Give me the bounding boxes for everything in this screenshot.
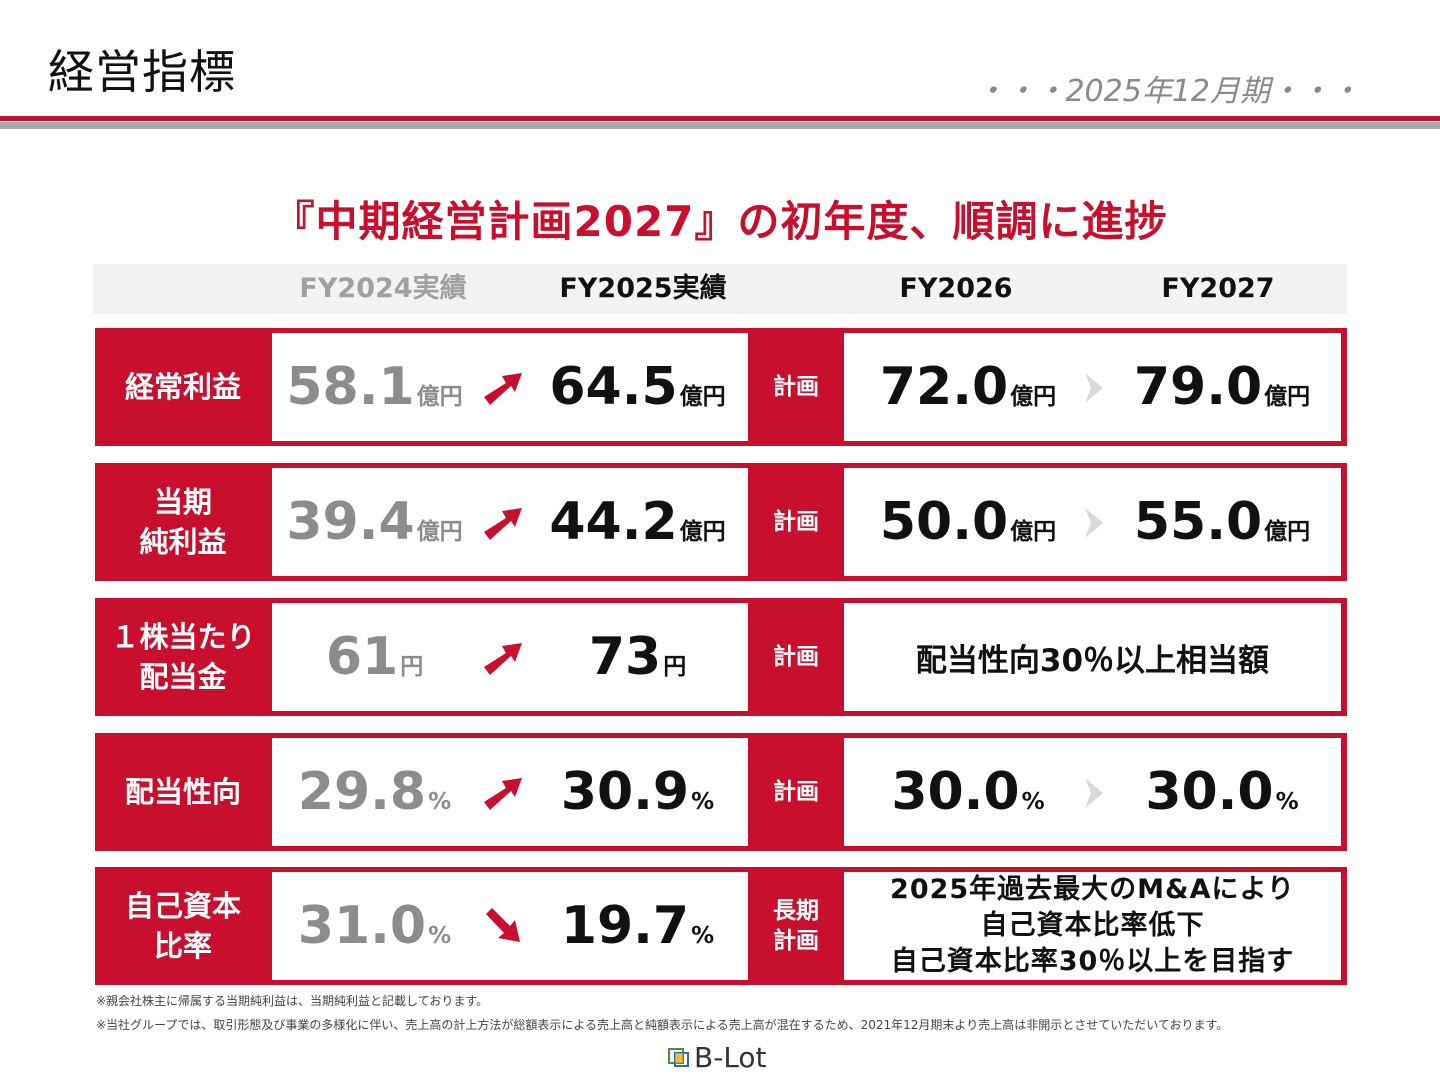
plan-cell: 50.0億円 55.0億円: [844, 468, 1341, 576]
plan-kind-label: 計画: [773, 779, 819, 805]
column-header-fy2026: FY2026: [899, 273, 1013, 304]
header-rule-red: [0, 116, 1440, 121]
plan-text: 2025年過去最大のM&Aにより 自己資本比率低下自己資本比率30％以上を目指す: [844, 872, 1341, 980]
plan-cell: 30.0% 30.0%: [844, 738, 1341, 846]
arrow-up-right-icon: [480, 502, 524, 542]
arrow-up-right-icon: [480, 637, 524, 677]
actual-cell: 58.1億円 64.5億円: [272, 333, 748, 441]
chevron-right-icon: [1083, 506, 1105, 540]
plan-text: 配当性向30％以上相当額: [915, 642, 1270, 679]
kpi-row: 経常利益 58.1億円 64.5億円 計画 72.0億円 79.0億円: [95, 328, 1347, 446]
logo-mark-icon: [668, 1048, 689, 1067]
column-header-band: FY2024実績 FY2025実績 FY2026 FY2027: [93, 264, 1347, 314]
company-logo: B-Lot: [668, 1040, 767, 1074]
kpi-row: 自己資本 比率 31.0% 19.7% 長期 計画 2025年過去最大のM&Aにより 自己…: [95, 867, 1347, 985]
fy2026-value: 72.0億円: [879, 357, 1057, 417]
header-rule-gray: [0, 122, 1440, 129]
actual-cell: 39.4億円 44.2億円: [272, 468, 748, 576]
plan-text-line: 2025年過去最大のM&Aにより: [890, 874, 1295, 905]
fy2026-value: 30.0%: [891, 762, 1045, 822]
plan-cell: 72.0億円 79.0億円: [844, 333, 1341, 441]
plan-cell: 配当性向30％以上相当額: [844, 603, 1341, 711]
fy2024-value: 31.0%: [297, 896, 452, 956]
plan-kind-label: 計画: [773, 374, 819, 400]
row-label: 配当性向: [124, 775, 241, 809]
plan-kind-label: 計画: [773, 644, 819, 670]
logo-text: B-Lot: [694, 1040, 767, 1074]
fy2025-value: 44.2億円: [549, 492, 726, 552]
row-label: 当期 純利益: [139, 485, 227, 559]
row-label: 自己資本 比率: [124, 889, 241, 963]
arrow-down-right-icon: [480, 906, 524, 946]
row-label: １株当たり 配当金: [110, 620, 256, 694]
fy2024-value: 29.8%: [297, 762, 452, 822]
footnote-2: ※当社グループでは、取引形態及び事業の多様化に伴い、売上高の計上方法が総額表示に…: [96, 1018, 1229, 1032]
column-header-fy2027: FY2027: [1161, 273, 1275, 304]
arrow-up-right-icon: [480, 772, 524, 812]
kpi-row: 配当性向 29.8% 30.9% 計画 30.0% 30.0%: [95, 733, 1347, 851]
page-title: 経営指標: [48, 45, 236, 99]
headline: 『中期経営計画2027』の初年度、順調に進捗: [272, 197, 1168, 246]
actual-cell: 29.8% 30.9%: [272, 738, 748, 846]
plan-text-line: 自己資本比率30％以上を目指す: [890, 946, 1295, 977]
fy2024-value: 61円: [325, 627, 424, 687]
fy2025-value: 19.7%: [560, 896, 715, 956]
actual-cell: 31.0% 19.7%: [272, 872, 748, 980]
fy2025-value: 30.9%: [560, 762, 715, 822]
arrow-up-right-icon: [480, 367, 524, 407]
footnote-1: ※親会社株主に帰属する当期純利益は、当期純利益と記載しております。: [96, 994, 489, 1008]
chevron-right-icon: [1083, 776, 1105, 810]
fy2027-value: 79.0億円: [1133, 357, 1311, 417]
plan-kind-label: 計画: [773, 509, 819, 535]
column-header-fy2025: FY2025実績: [559, 273, 727, 304]
fy2027-value: 55.0億円: [1133, 492, 1311, 552]
plan-cell: 2025年過去最大のM&Aにより 自己資本比率低下自己資本比率30％以上を目指す: [844, 872, 1341, 980]
period-label: ・・・2025年12月期・・・: [975, 74, 1360, 109]
fy2025-value: 73円: [588, 627, 687, 687]
fy2025-value: 64.5億円: [549, 357, 726, 417]
plan-kind-label: 長期 計画: [773, 898, 819, 954]
column-header-fy2024: FY2024実績: [299, 273, 467, 304]
fy2024-value: 58.1億円: [286, 357, 463, 417]
chevron-right-icon: [1083, 371, 1105, 405]
row-label: 経常利益: [124, 370, 241, 404]
fy2024-value: 39.4億円: [286, 492, 463, 552]
kpi-row: 当期 純利益 39.4億円 44.2億円 計画 50.0億円 55.0億円: [95, 463, 1347, 581]
actual-cell: 61円 73円: [272, 603, 748, 711]
fy2027-value: 30.0%: [1145, 762, 1299, 822]
fy2026-value: 50.0億円: [879, 492, 1057, 552]
kpi-row: １株当たり 配当金 61円 73円 計画 配当性向30％以上相当額: [95, 598, 1347, 716]
plan-text-line: 自己資本比率低下: [980, 910, 1205, 941]
